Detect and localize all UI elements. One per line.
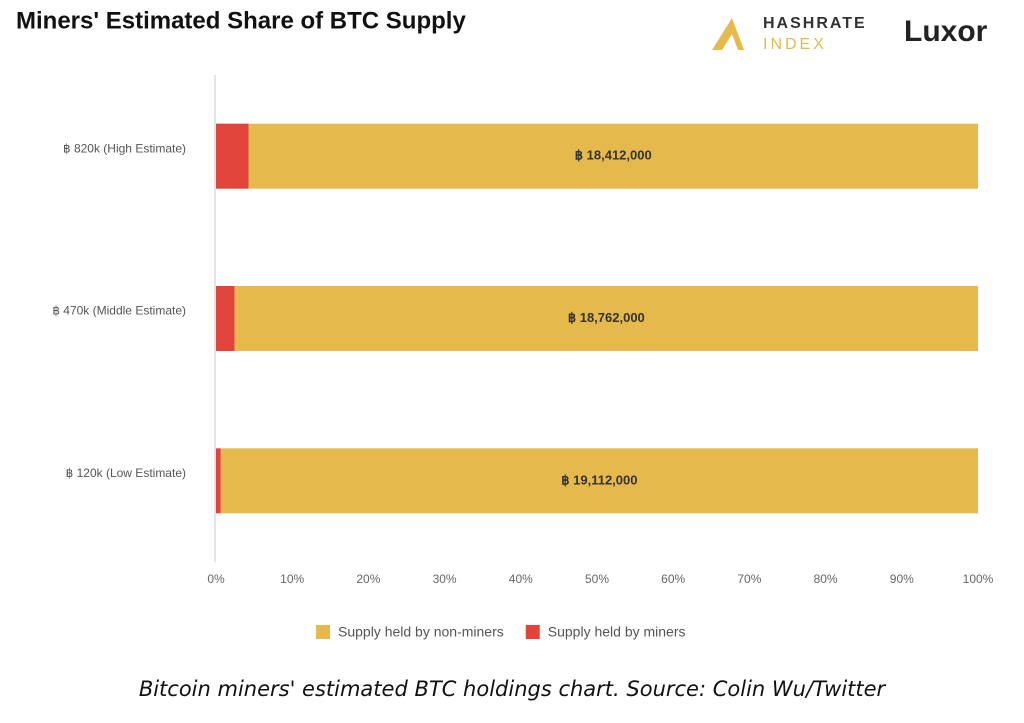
x-tick-label: 30% — [433, 572, 457, 586]
bar — [216, 448, 221, 514]
x-tick-label: 10% — [280, 572, 304, 586]
bar — [234, 286, 979, 351]
data-label: ฿ 19,112,000 — [561, 472, 637, 487]
data-label: ฿ 18,412,000 — [575, 148, 652, 163]
x-tick-label: 100% — [963, 572, 994, 586]
legend-swatch — [316, 625, 330, 639]
legend-label: Supply held by non-miners — [338, 624, 504, 640]
y-tick-label: ฿ 470k (Middle Estimate) — [52, 304, 186, 318]
x-tick-label: 70% — [737, 572, 761, 586]
logo-icon — [712, 18, 744, 50]
logo-text: INDEX — [763, 36, 827, 53]
data-label: ฿ 18,762,000 — [568, 310, 645, 325]
x-tick-label: 60% — [661, 572, 685, 586]
bar — [220, 448, 978, 514]
logo-icon-cut — [722, 34, 738, 50]
bar — [216, 286, 235, 351]
logo-text: Luxor — [904, 15, 988, 48]
y-tick-label: ฿ 120k (Low Estimate) — [66, 466, 186, 480]
legend-label: Supply held by miners — [548, 624, 686, 640]
bar — [248, 123, 978, 189]
x-tick-label: 90% — [890, 572, 914, 586]
chart-title: Miners' Estimated Share of BTC Supply — [16, 7, 466, 34]
bar — [216, 123, 249, 189]
y-tick-label: ฿ 820k (High Estimate) — [63, 141, 186, 155]
x-tick-label: 40% — [509, 572, 533, 586]
x-tick-label: 0% — [207, 572, 225, 586]
x-tick-label: 20% — [356, 572, 380, 586]
legend-swatch — [525, 625, 540, 639]
x-tick-label: 50% — [585, 572, 609, 586]
logo-text: HASHRATE — [763, 15, 867, 32]
caption: Bitcoin miners' estimated BTC holdings c… — [139, 677, 887, 701]
x-tick-label: 80% — [814, 572, 838, 586]
